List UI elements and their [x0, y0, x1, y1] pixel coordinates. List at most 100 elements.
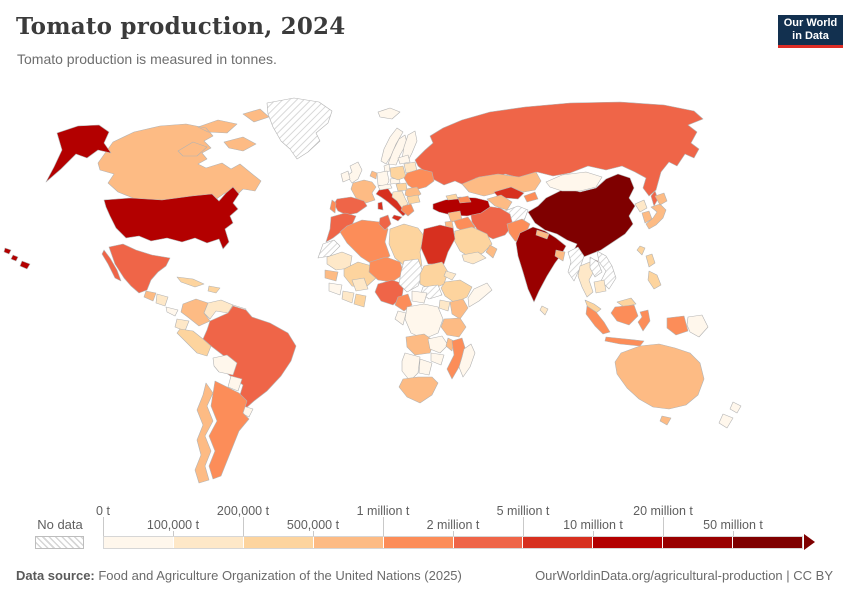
country-bulgaria[interactable] [406, 194, 421, 205]
legend-bar-segment[interactable] [453, 537, 524, 548]
country-ethiopia[interactable] [440, 279, 473, 304]
country-tunisia[interactable] [378, 214, 392, 231]
country-bolivia[interactable] [212, 354, 238, 376]
country-poland[interactable] [389, 165, 407, 181]
country-india[interactable] [515, 226, 567, 303]
country-ukraine[interactable] [403, 168, 435, 191]
country-bangladesh[interactable] [554, 249, 566, 262]
country-srilanka[interactable] [539, 305, 549, 316]
country-guinea[interactable] [328, 282, 343, 296]
legend-bar-segment[interactable] [243, 537, 314, 548]
country-germany[interactable] [376, 170, 390, 188]
country-honduras[interactable] [155, 293, 169, 307]
country-newzealand[interactable] [718, 401, 742, 429]
country-myanmar[interactable] [567, 246, 585, 282]
legend-bar-segment[interactable] [663, 537, 734, 548]
country-tanzania[interactable] [440, 317, 467, 338]
country-madagascar[interactable] [458, 343, 476, 378]
country-sweden[interactable] [387, 134, 408, 166]
country-zimbabwe[interactable] [430, 352, 445, 366]
country-zambia[interactable] [427, 335, 449, 354]
country-argentina[interactable] [208, 380, 250, 480]
legend-bar-segment[interactable] [313, 537, 384, 548]
country-greece[interactable] [400, 203, 415, 217]
country-peru[interactable] [176, 328, 212, 357]
legend-bar-segment[interactable] [523, 537, 594, 548]
country-papuanewguinea[interactable] [686, 314, 709, 338]
country-portugal[interactable] [329, 199, 337, 214]
footer-credit-link[interactable]: OurWorldinData.org/agricultural-producti… [535, 568, 833, 583]
country-france[interactable] [350, 179, 377, 204]
country-mexico[interactable] [101, 243, 171, 294]
country-egypt[interactable] [420, 224, 456, 265]
country-azerbaijan[interactable] [457, 195, 472, 204]
country-australia[interactable] [614, 343, 705, 426]
country-niger[interactable] [368, 256, 405, 283]
country-southafrica[interactable] [398, 376, 439, 404]
country-usa[interactable] [3, 124, 240, 270]
country-mongolia[interactable] [545, 171, 603, 192]
country-taiwan[interactable] [636, 245, 646, 256]
country-mozambique[interactable] [446, 337, 467, 380]
country-vietnam[interactable] [596, 250, 617, 290]
country-saudiarabia[interactable] [453, 226, 493, 259]
country-eritrea[interactable] [443, 270, 457, 281]
country-denmark[interactable] [383, 163, 391, 173]
owid-logo[interactable]: Our World in Data [778, 15, 843, 48]
country-burkinafaso[interactable] [351, 277, 369, 292]
country-somalia[interactable] [467, 282, 493, 308]
country-laos[interactable] [589, 256, 603, 278]
country-senegal[interactable] [324, 269, 339, 282]
country-hungary[interactable] [395, 182, 408, 192]
country-brazil[interactable] [202, 305, 297, 410]
country-hispaniola[interactable] [207, 285, 221, 294]
country-guatemala[interactable] [143, 290, 157, 302]
country-russia[interactable] [414, 101, 704, 207]
country-canada[interactable] [97, 108, 270, 212]
country-congo[interactable] [394, 310, 407, 326]
legend-no-data-swatch[interactable] [35, 536, 84, 549]
country-costarica[interactable] [165, 306, 179, 317]
country-cambodia[interactable] [593, 279, 607, 294]
country-mali[interactable] [343, 261, 377, 289]
country-ivorycoast[interactable] [341, 290, 355, 304]
legend-bar-segment[interactable] [593, 537, 664, 548]
country-indonesia[interactable] [585, 304, 689, 347]
legend-bar-segment[interactable] [733, 537, 803, 548]
legend-bar-segment[interactable] [173, 537, 244, 548]
country-car[interactable] [411, 290, 428, 304]
country-turkmenistan[interactable] [486, 194, 513, 211]
country-iceland[interactable] [377, 107, 401, 120]
country-philippines[interactable] [645, 253, 662, 290]
country-algeria[interactable] [339, 219, 391, 267]
country-uk[interactable] [346, 161, 363, 184]
country-kenya[interactable] [449, 298, 469, 320]
country-kyrgyzstan[interactable] [523, 191, 539, 203]
country-drc[interactable] [404, 303, 444, 340]
country-baltics[interactable] [397, 154, 411, 165]
country-botswana[interactable] [418, 358, 433, 376]
country-chad[interactable] [398, 258, 424, 293]
country-greenland[interactable] [266, 97, 333, 160]
country-georgia[interactable] [445, 193, 459, 201]
country-japan[interactable] [645, 192, 668, 230]
country-norway[interactable] [380, 127, 404, 165]
country-ireland[interactable] [340, 170, 351, 183]
country-nepal[interactable] [535, 229, 550, 240]
country-westernsahara[interactable] [317, 239, 341, 259]
country-libya[interactable] [388, 223, 425, 269]
country-oman[interactable] [485, 244, 498, 259]
country-benelux[interactable] [369, 170, 378, 180]
legend-bar-segment[interactable] [383, 537, 454, 548]
country-austria[interactable] [377, 183, 393, 191]
country-chile[interactable] [194, 382, 214, 484]
country-cuba[interactable] [176, 276, 205, 288]
country-kazakhstan[interactable] [461, 171, 542, 197]
country-northkorea[interactable] [634, 199, 648, 213]
country-uganda[interactable] [438, 299, 451, 312]
country-paraguay[interactable] [227, 375, 243, 392]
legend-bar-segment[interactable] [104, 537, 174, 548]
country-venezuela[interactable] [203, 299, 234, 320]
country-angola[interactable] [405, 333, 435, 356]
country-ghana[interactable] [353, 293, 367, 308]
